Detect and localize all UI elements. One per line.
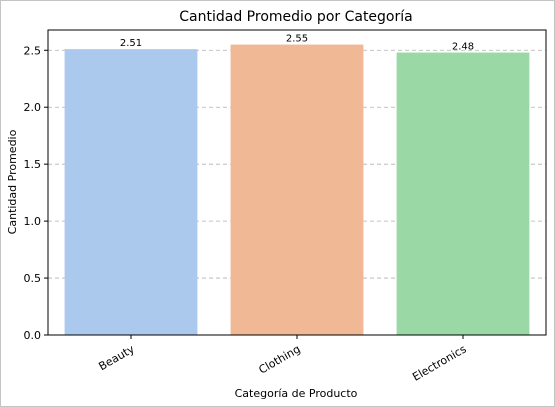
chart-title: Cantidad Promedio por Categoría xyxy=(179,9,412,25)
bar xyxy=(230,44,364,336)
bar-value-label: 2.48 xyxy=(452,42,474,53)
x-tick-label: Beauty xyxy=(96,342,137,373)
x-axis-label: Categoría de Producto xyxy=(235,387,358,400)
data-labels: 2.51 2.55 2.48 xyxy=(120,34,474,53)
bar-value-label: 2.55 xyxy=(286,34,308,45)
y-tick-label: 0.0 xyxy=(24,329,42,342)
y-tick-label: 2.0 xyxy=(24,101,42,114)
y-tick-label: 1.0 xyxy=(24,215,42,228)
x-tick-label: Electronics xyxy=(410,342,469,383)
y-tick-label: 1.5 xyxy=(24,158,42,171)
y-axis: 0.0 0.5 1.0 1.5 2.0 2.5 xyxy=(24,44,48,342)
y-axis-label: Cantidad Promedio xyxy=(6,129,19,234)
bars xyxy=(64,44,530,336)
y-tick-label: 0.5 xyxy=(24,272,42,285)
x-axis: Beauty Clothing Electronics xyxy=(96,335,469,384)
bar xyxy=(64,49,198,336)
y-tick-label: 2.5 xyxy=(24,44,42,57)
bar-value-label: 2.51 xyxy=(120,38,142,49)
x-tick-label: Clothing xyxy=(256,342,302,376)
bar xyxy=(396,52,530,335)
